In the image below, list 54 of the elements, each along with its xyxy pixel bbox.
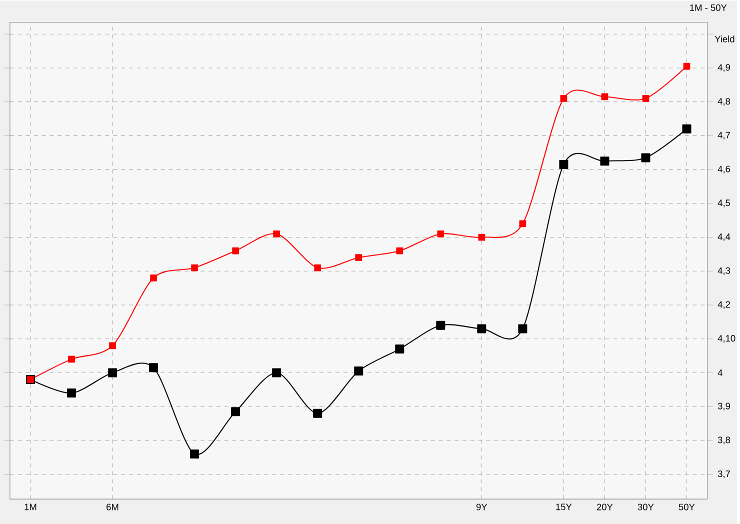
point	[682, 124, 692, 134]
point	[272, 368, 282, 378]
point	[232, 247, 239, 254]
y-tick-label: 4,4	[718, 234, 730, 242]
y-tick-label: 4,8	[718, 98, 730, 106]
x-tick-label: 15Y	[556, 504, 572, 510]
point	[314, 264, 322, 272]
x-tick-label: 20Y	[596, 504, 613, 510]
point	[642, 95, 650, 102]
y-tick-label: 3,7	[718, 470, 730, 478]
chart-title: 1M - 50Y	[690, 4, 727, 11]
x-tick-label: 30Y	[638, 504, 654, 510]
point	[683, 62, 690, 70]
point	[478, 234, 486, 241]
point	[559, 160, 568, 169]
y-tick-label: 4,9	[718, 64, 730, 72]
y-tick-label: 4,7	[718, 132, 730, 140]
y-tick-label: 4,3	[718, 267, 730, 275]
y-axis-title: Yield	[714, 36, 734, 42]
x-tick-label: 50Y	[678, 504, 695, 510]
point	[68, 356, 75, 363]
y-tick-label: 4,2	[718, 301, 730, 309]
point	[355, 254, 362, 262]
y-tick-label: 3,8	[718, 436, 730, 444]
point	[560, 95, 568, 102]
x-tick-label: 9Y	[476, 504, 488, 510]
y-tick-label: 3,9	[718, 402, 730, 410]
point	[354, 366, 364, 376]
point	[313, 408, 322, 418]
point	[518, 324, 528, 334]
point	[396, 247, 404, 254]
y-tick-label: 4,6	[718, 166, 730, 174]
point	[437, 230, 444, 238]
y-tick-label: 4,5	[718, 200, 730, 208]
point	[601, 93, 608, 100]
x-tick-label: 6M	[106, 504, 118, 510]
point	[395, 344, 404, 354]
point	[191, 264, 198, 272]
point	[108, 368, 118, 378]
point	[600, 156, 610, 166]
point	[150, 274, 157, 282]
y-tick-label: 4,10	[718, 335, 736, 343]
point	[66, 388, 76, 398]
point	[436, 320, 446, 330]
point	[231, 407, 240, 416]
point	[273, 230, 280, 238]
x-tick-label: 1M	[24, 504, 36, 510]
point	[149, 363, 158, 372]
point	[641, 153, 650, 162]
point	[190, 450, 200, 459]
point	[477, 324, 486, 334]
point	[519, 220, 526, 228]
point	[109, 342, 116, 350]
y-tick-label: 4	[718, 370, 722, 376]
